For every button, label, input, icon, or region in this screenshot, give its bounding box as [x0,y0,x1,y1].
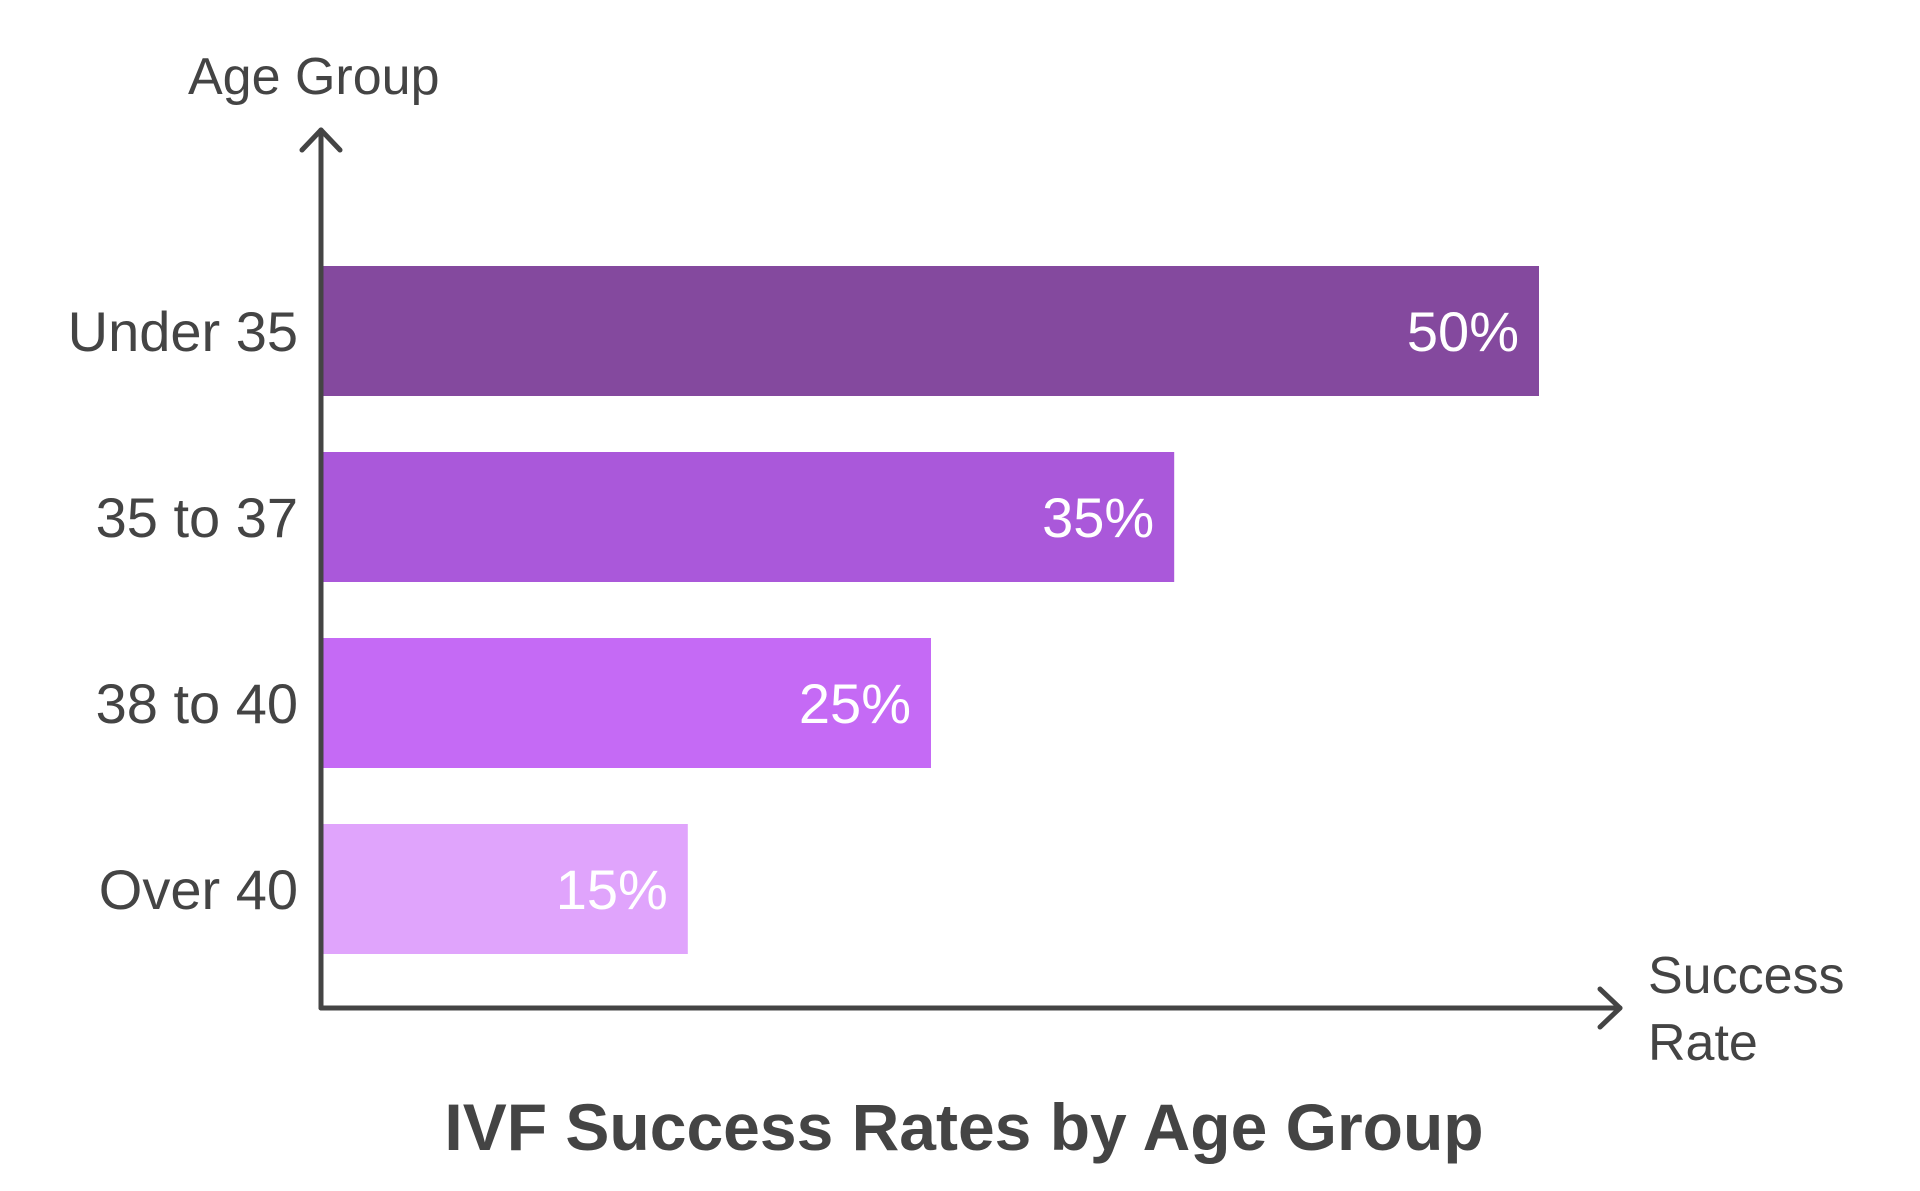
value-label-1: 35% [1042,486,1154,549]
x-axis-arrow-icon [1597,986,1623,1030]
bar-1 [323,452,1175,582]
bar-0 [323,266,1539,396]
category-label-1: 35 to 37 [96,486,298,549]
bar-3 [323,824,688,954]
chart-title: IVF Success Rates by Age Group [444,1090,1483,1164]
x-axis-title-line-1: Success [1648,947,1845,1005]
value-label-2: 25% [799,672,911,735]
x-axis-title-line-2: Rate [1648,1014,1758,1072]
bars-layer: 50% 35% 25% 15% [323,266,1539,954]
y-axis-arrow-icon [299,127,343,153]
category-labels: Under 35 35 to 37 38 to 40 Over 40 [68,300,298,921]
category-label-2: 38 to 40 [96,672,298,735]
category-label-0: Under 35 [68,300,298,363]
bar-2 [323,638,931,768]
category-label-3: Over 40 [99,858,298,921]
value-label-0: 50% [1407,300,1519,363]
y-axis-title: Age Group [188,48,440,106]
value-label-3: 15% [556,858,668,921]
